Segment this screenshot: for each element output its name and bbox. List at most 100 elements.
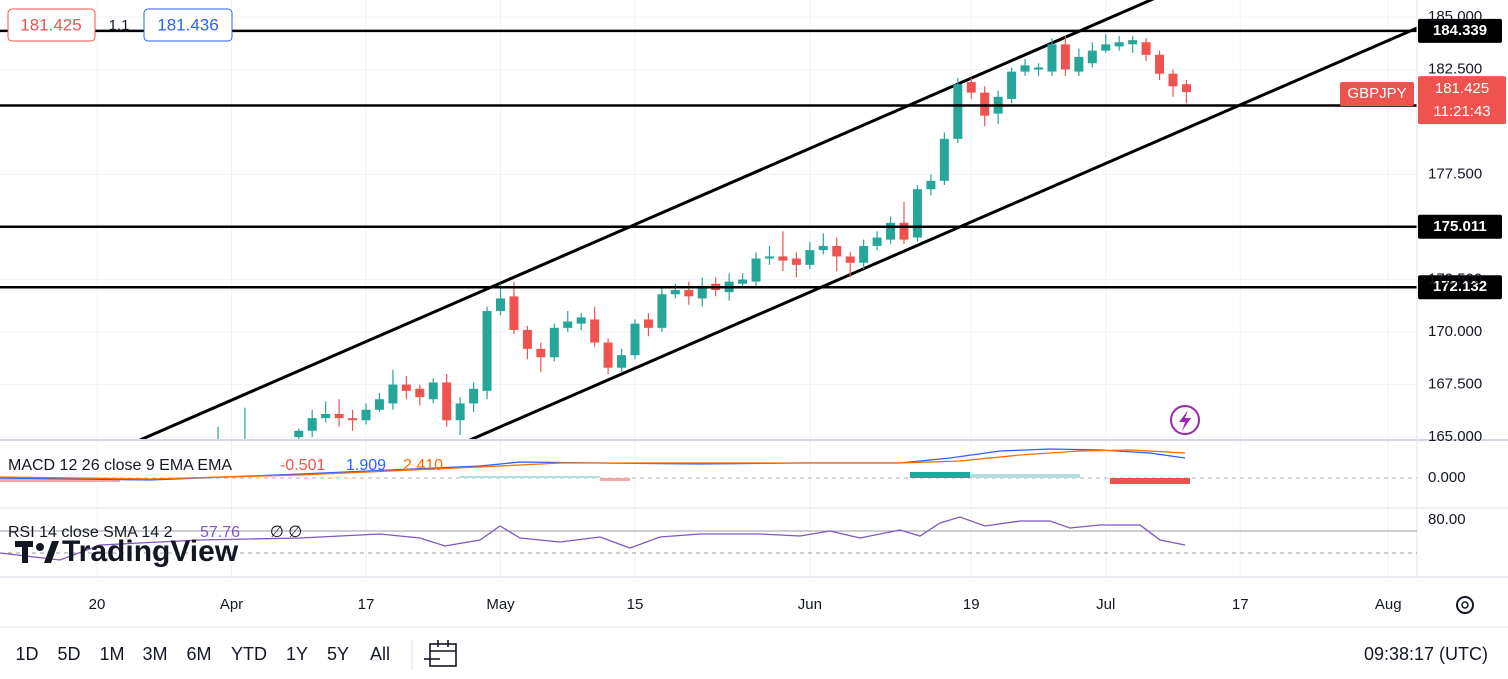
candle-body [415, 388, 425, 398]
alert-icon[interactable] [1170, 405, 1200, 435]
macd-value: 1.909 [346, 457, 386, 474]
countdown: 11:21:43 [1433, 103, 1490, 120]
macd-title: MACD 12 26 close 9 EMA EMA [8, 457, 232, 474]
candle-body [1141, 42, 1151, 55]
range-button[interactable]: All [370, 644, 390, 664]
range-button[interactable]: 6M [186, 644, 211, 664]
sell-price: 181.425 [20, 15, 81, 34]
candle-body [1128, 40, 1138, 45]
candle-body [765, 256, 774, 259]
candle-body [1114, 42, 1124, 47]
rsi-axis-label: 80.00 [1428, 511, 1466, 528]
candle-body [751, 258, 761, 282]
candle-body [899, 222, 909, 240]
symbol-tag [1340, 82, 1414, 106]
x-tick-label: 15 [627, 596, 644, 613]
candle-body [455, 403, 465, 421]
y-tick-label: 177.500 [1428, 165, 1482, 182]
candle-body [482, 311, 492, 391]
candle-body [240, 448, 249, 454]
candle-body [926, 180, 936, 190]
rsi-extra: ∅ ∅ [270, 524, 302, 541]
candle-body [832, 245, 842, 257]
histogram [460, 476, 600, 478]
candle-body [1168, 73, 1178, 87]
range-button[interactable]: 1D [15, 644, 38, 664]
logo-mark [36, 543, 44, 551]
clock: 09:38:17 (UTC) [1364, 644, 1488, 664]
last-price-box [1418, 76, 1506, 125]
candle-body [939, 138, 949, 181]
candle-body [334, 413, 344, 419]
candle-body [1020, 65, 1030, 72]
candle-body [697, 285, 707, 299]
settings-icon [1461, 601, 1469, 609]
range-button[interactable]: 5D [57, 644, 80, 664]
price-label: 175.011 [1433, 218, 1486, 235]
logo: TradingView [15, 535, 239, 568]
calendar-icon[interactable] [424, 640, 457, 667]
candle-body [1060, 44, 1070, 70]
candle-body [738, 279, 748, 284]
candles [217, 33, 1191, 454]
candle-body [348, 418, 358, 421]
candle-body [953, 84, 963, 139]
settings-icon [1456, 596, 1474, 614]
price-label-box [1418, 275, 1502, 300]
candle-body [643, 319, 653, 328]
candle-body [657, 294, 667, 328]
range-button[interactable]: YTD [231, 644, 267, 664]
x-tick-label: 17 [358, 596, 375, 613]
toolbar: 1D 5D 1M 3M 6M YTD 1Y 5Y All [15, 644, 390, 664]
logo-text: TradingView [62, 535, 239, 568]
candle-body [361, 409, 371, 421]
buy-box[interactable] [143, 8, 233, 42]
candle-body [966, 82, 976, 93]
histogram [970, 474, 1080, 478]
candle-body [522, 329, 532, 349]
y-tick-label: 172.500 [1428, 271, 1482, 288]
range-button[interactable]: 5Y [327, 644, 349, 664]
histogram [910, 472, 970, 478]
candle-body [294, 430, 304, 438]
candle-body [1181, 84, 1191, 93]
x-tick-label: 20 [89, 596, 106, 613]
candle-body [374, 399, 384, 410]
y-tick-label: 167.500 [1428, 376, 1482, 393]
candle-body [549, 327, 559, 358]
candle-body [603, 342, 613, 368]
range-button[interactable]: 1M [99, 644, 124, 664]
range-button[interactable]: 1Y [286, 644, 308, 664]
symbol: GBPJPY [1347, 85, 1406, 102]
candle-body [1101, 44, 1111, 51]
drawings [139, 0, 1417, 440]
candle-body [576, 317, 586, 324]
x-tick-label: Jun [798, 596, 822, 613]
candle-body [1155, 54, 1165, 74]
candle-body [536, 348, 546, 358]
rsi-value: 57.76 [200, 524, 240, 541]
rsi-line [0, 516, 1186, 561]
candle-body [1034, 67, 1043, 70]
x-tick-label: 19 [963, 596, 980, 613]
histogram [1110, 478, 1190, 484]
candle-body [321, 413, 331, 419]
range-button[interactable]: 3M [142, 644, 167, 664]
sell-box[interactable] [7, 8, 96, 42]
y-tick-label: 182.500 [1428, 60, 1482, 77]
signal-line [0, 449, 1186, 480]
candle-body [845, 256, 855, 263]
candle-body [1007, 71, 1017, 99]
y-tick-label: 170.000 [1428, 323, 1482, 340]
signal-value: 2.410 [403, 457, 443, 474]
candle-body [563, 321, 573, 328]
candle-body [805, 250, 815, 265]
channel-upper [139, 0, 1155, 440]
candle-body [401, 384, 411, 391]
candle-body [859, 245, 869, 263]
candle-body [1074, 56, 1084, 72]
spread: 1.1 [109, 17, 130, 34]
settings-icon[interactable] [1456, 596, 1474, 614]
x-tick-label: May [486, 596, 515, 613]
